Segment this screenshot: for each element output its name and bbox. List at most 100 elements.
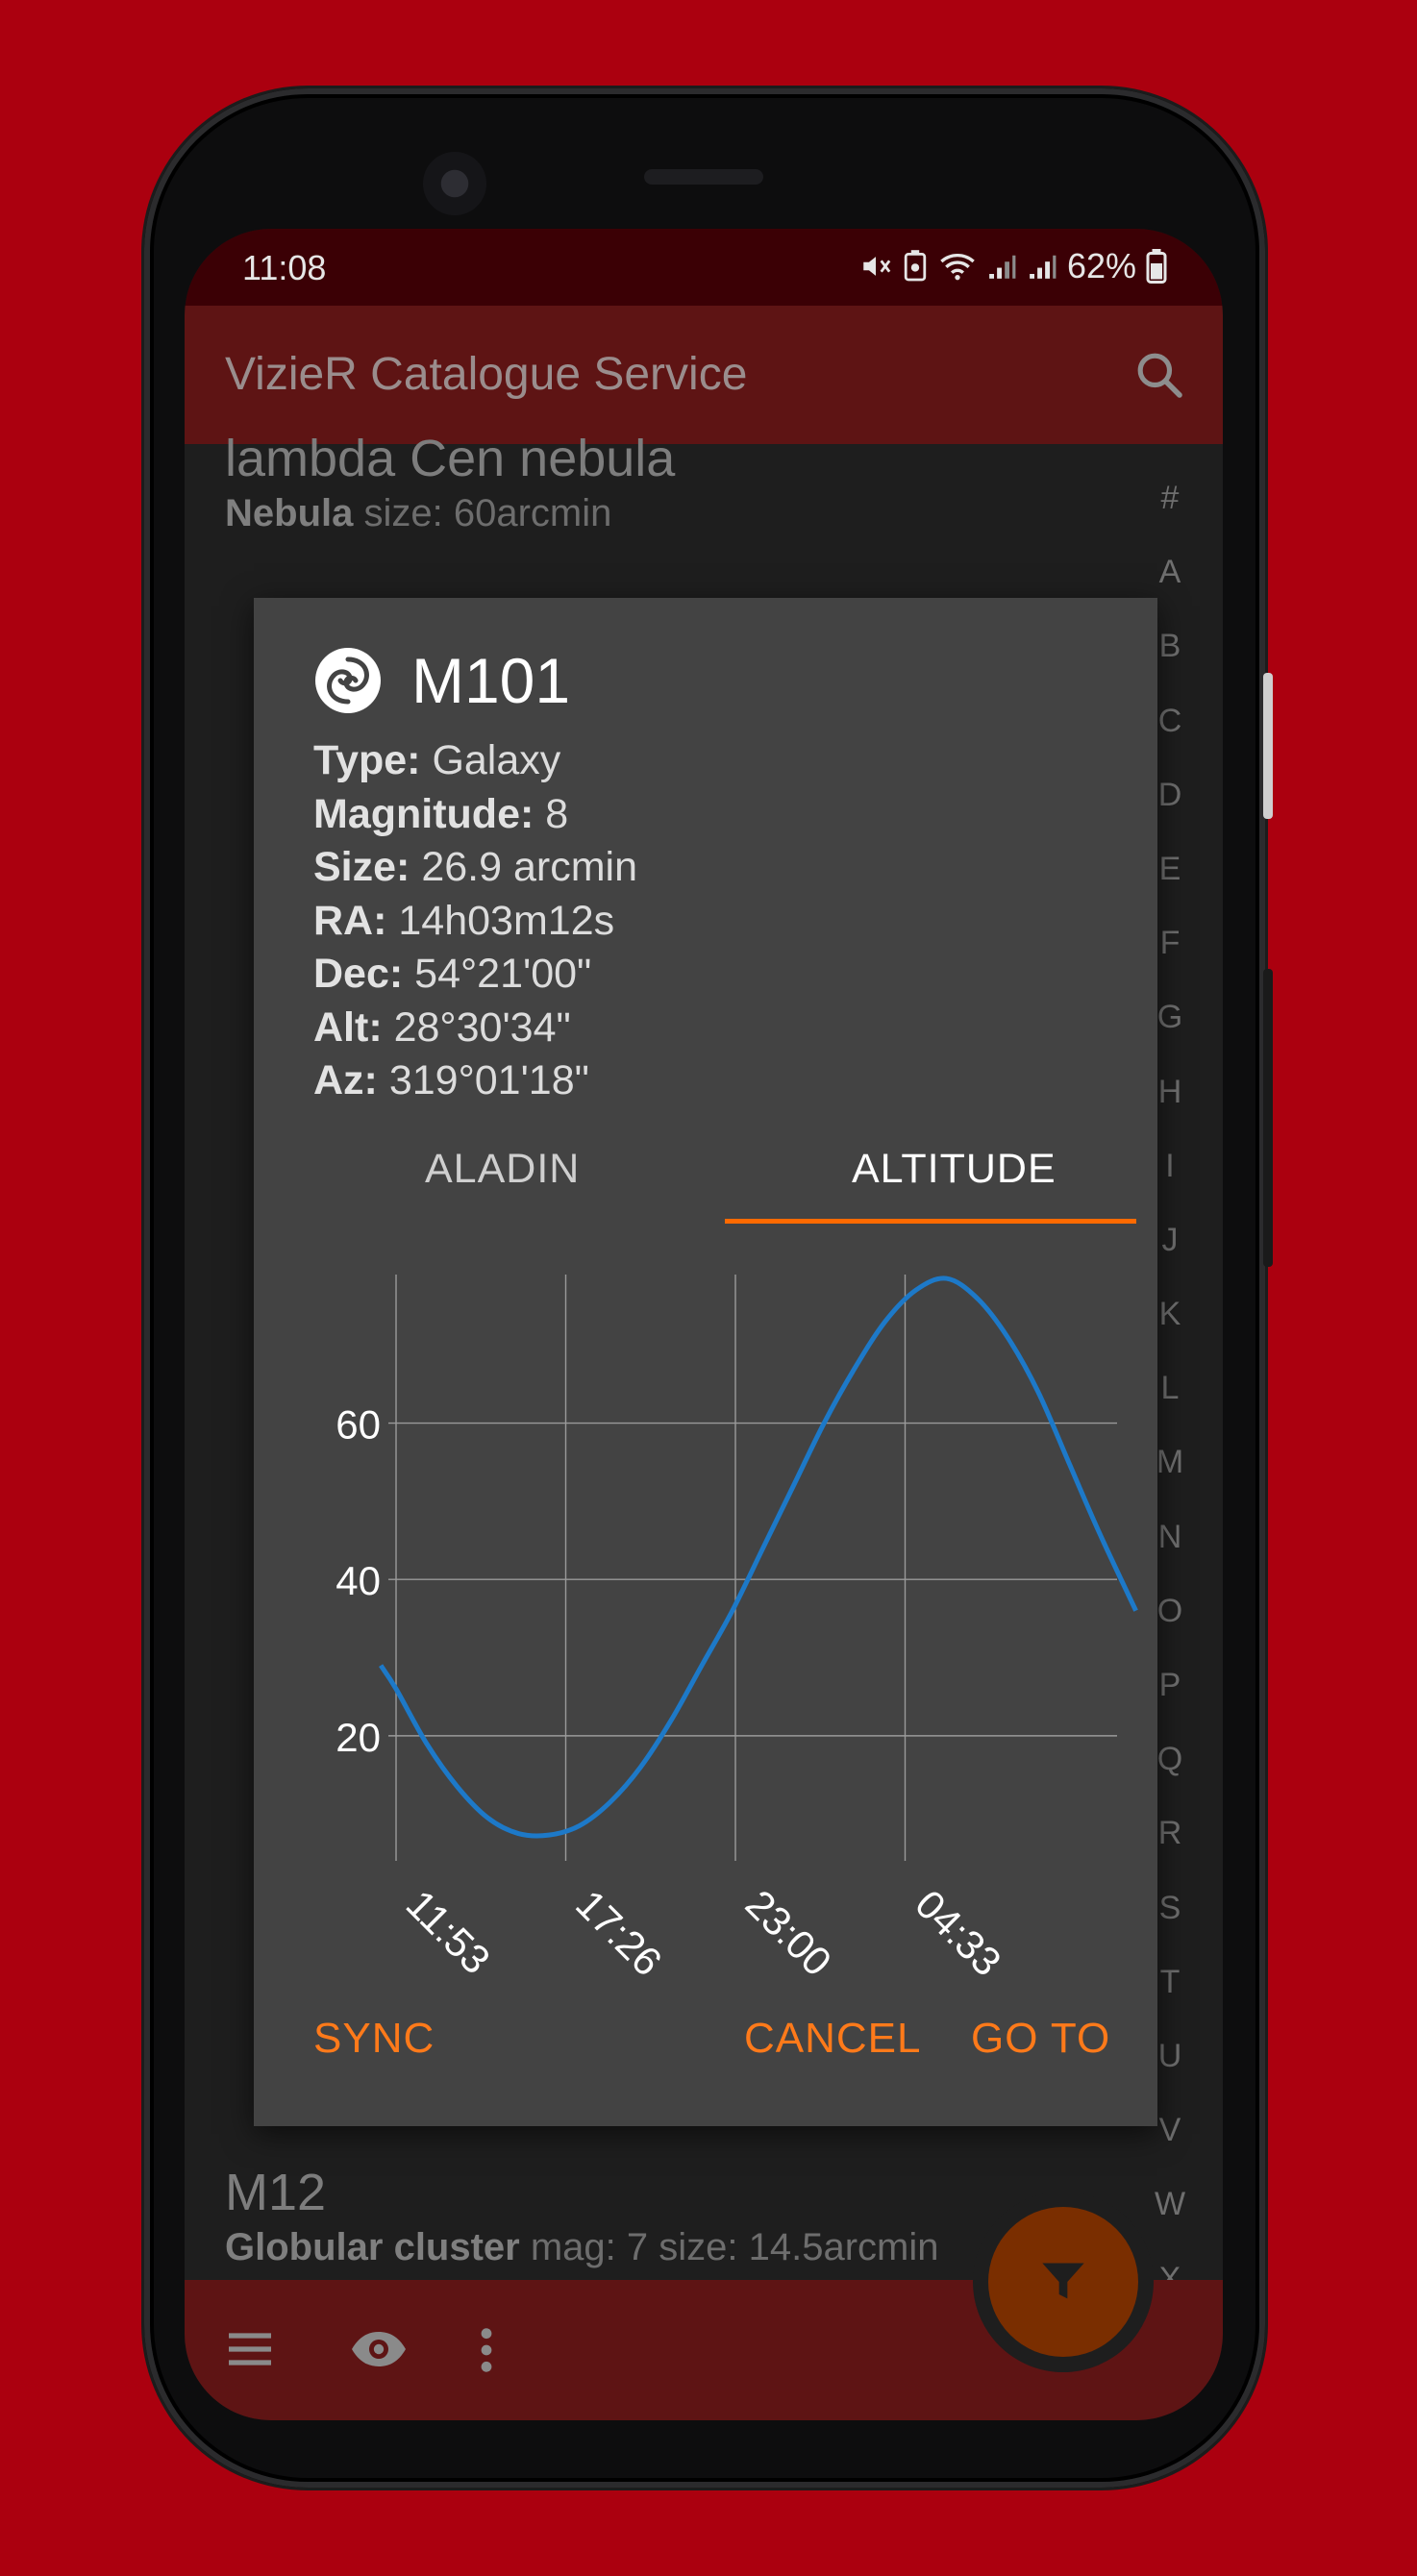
- info-alt: Alt: 28°30'34": [313, 1002, 637, 1055]
- index-letter[interactable]: #: [1160, 480, 1180, 516]
- tab-aladin[interactable]: ALADIN: [425, 1146, 581, 1192]
- list-item-type: Globular cluster: [225, 2226, 520, 2268]
- info-type-value: Galaxy: [420, 737, 561, 783]
- earpiece-speaker: [644, 169, 763, 185]
- info-magnitude-label: Magnitude:: [313, 790, 534, 837]
- info-type-label: Type:: [313, 737, 421, 783]
- dialog-title: M101: [411, 645, 571, 716]
- index-letter[interactable]: A: [1158, 554, 1181, 591]
- altitude-series-line: [379, 1276, 1138, 1839]
- alphabet-index[interactable]: # A B C D E F G H I J K L M N O P Q R S T U V W X: [1142, 461, 1198, 2316]
- info-az: Az: 319°01'18": [313, 1054, 637, 1108]
- list-item-desc: Nebula size: 60arcmin: [225, 492, 675, 535]
- x-tick-label: 04:33: [907, 1881, 1010, 1985]
- index-letter[interactable]: D: [1157, 776, 1182, 813]
- mute-icon: [863, 257, 891, 276]
- info-alt-label: Alt:: [313, 1003, 383, 1051]
- battery-icon: [1146, 249, 1167, 284]
- index-letter[interactable]: L: [1160, 1370, 1180, 1407]
- more-vert-icon[interactable]: [477, 2326, 496, 2374]
- index-letter[interactable]: U: [1157, 2037, 1182, 2074]
- power-button: [1263, 673, 1273, 819]
- info-magnitude-value: 8: [534, 790, 569, 837]
- index-letter[interactable]: W: [1154, 2186, 1186, 2223]
- index-letter[interactable]: J: [1161, 1221, 1179, 1258]
- info-dec-value: 54°21'00": [403, 951, 592, 997]
- info-type: Type: Galaxy: [313, 734, 637, 788]
- tab-indicator: [725, 1219, 1136, 1224]
- info-magnitude: Magnitude: 8: [313, 788, 637, 842]
- index-letter[interactable]: E: [1158, 850, 1181, 887]
- signal-icon-1: [989, 255, 1016, 279]
- info-dec: Dec: 54°21'00": [313, 948, 637, 1002]
- eye-icon[interactable]: [348, 2326, 410, 2372]
- x-tick-label: 23:00: [737, 1881, 841, 1985]
- index-letter[interactable]: P: [1158, 1667, 1181, 1703]
- status-bar: 11:08 62%: [185, 229, 1223, 306]
- index-letter[interactable]: F: [1159, 925, 1181, 962]
- y-tick-label: 40: [336, 1558, 381, 1603]
- index-letter[interactable]: S: [1158, 1889, 1181, 1926]
- dialog-actions: SYNC CANCEL GO TO: [254, 2011, 1157, 2088]
- list-item[interactable]: lambda Cen nebula Nebula size: 60arcmin: [225, 429, 675, 535]
- list-item-details: size: 60arcmin: [353, 492, 612, 534]
- battery-percent: 62%: [1066, 246, 1136, 285]
- screen: 11:08 62% VizieR Catalogue Service lambd…: [185, 229, 1223, 2420]
- app-bar: VizieR Catalogue Service: [185, 306, 1223, 444]
- index-letter[interactable]: K: [1158, 1296, 1181, 1333]
- sync-button[interactable]: SYNC: [313, 2015, 435, 2062]
- y-tick-label: 20: [336, 1715, 381, 1760]
- info-ra-value: 14h03m12s: [386, 897, 615, 944]
- list-item-details: mag: 7 size: 14.5arcmin: [519, 2226, 939, 2268]
- signal-icon-2: [1030, 255, 1057, 279]
- index-letter[interactable]: T: [1159, 1963, 1181, 2000]
- altitude-chart: 11:53 17:26 23:00 04:33 20 40 60: [336, 1275, 1138, 1985]
- x-tick-label: 17:26: [567, 1881, 671, 1985]
- list-item-desc: Globular cluster mag: 7 size: 14.5arcmin: [225, 2226, 939, 2269]
- info-az-value: 319°01'18": [377, 1057, 589, 1103]
- list-item-type: Nebula: [225, 492, 354, 534]
- filter-icon: [1042, 2263, 1084, 2299]
- list-item-name: M12: [225, 2164, 327, 2221]
- info-ra: RA: 14h03m12s: [313, 895, 637, 949]
- menu-icon[interactable]: [225, 2328, 275, 2370]
- index-letter[interactable]: O: [1156, 1592, 1183, 1629]
- index-letter[interactable]: G: [1156, 999, 1183, 1036]
- x-tick-label: 11:53: [398, 1881, 499, 1982]
- galaxy-icon: [315, 648, 381, 713]
- search-icon[interactable]: [1132, 348, 1186, 402]
- index-letter[interactable]: C: [1157, 702, 1182, 739]
- y-tick-label: 60: [336, 1402, 381, 1448]
- index-letter[interactable]: R: [1157, 1815, 1182, 1852]
- wifi-icon: [940, 254, 975, 281]
- battery-saver-icon: [904, 250, 927, 282]
- object-dialog: M101 Type: Galaxy Magnitude: 8 Size: 26.…: [254, 598, 1157, 2126]
- index-letter[interactable]: Q: [1156, 1741, 1183, 1778]
- info-dec-label: Dec:: [313, 951, 404, 997]
- info-size-label: Size:: [313, 844, 410, 890]
- index-letter[interactable]: V: [1158, 2112, 1181, 2149]
- volume-button: [1263, 969, 1273, 1267]
- app-title: VizieR Catalogue Service: [225, 349, 748, 400]
- list-item-name: lambda Cen nebula: [225, 430, 676, 487]
- index-letter[interactable]: B: [1158, 628, 1181, 665]
- info-size-value: 26.9 arcmin: [410, 844, 637, 890]
- info-alt-value: 28°30'34": [382, 1003, 571, 1051]
- front-camera: [423, 152, 486, 215]
- index-letter[interactable]: N: [1157, 1518, 1182, 1555]
- info-size: Size: 26.9 arcmin: [313, 841, 637, 895]
- dialog-header: M101: [313, 644, 570, 717]
- status-time: 11:08: [242, 248, 327, 287]
- info-az-label: Az:: [313, 1057, 378, 1103]
- index-letter[interactable]: H: [1157, 1073, 1182, 1110]
- object-info: Type: Galaxy Magnitude: 8 Size: 26.9 arc…: [313, 734, 637, 1108]
- go-to-button[interactable]: GO TO: [971, 2015, 1111, 2062]
- tab-altitude[interactable]: ALTITUDE: [852, 1146, 1057, 1192]
- cancel-button[interactable]: CANCEL: [744, 2015, 922, 2062]
- dialog-tabs: ALADIN ALTITUDE: [254, 1130, 1157, 1236]
- index-letter[interactable]: M: [1156, 1444, 1184, 1481]
- list-item[interactable]: M12 Globular cluster mag: 7 size: 14.5ar…: [225, 2163, 939, 2269]
- filter-fab[interactable]: [988, 2207, 1138, 2357]
- index-letter[interactable]: I: [1165, 1147, 1175, 1184]
- info-ra-label: RA:: [313, 897, 387, 944]
